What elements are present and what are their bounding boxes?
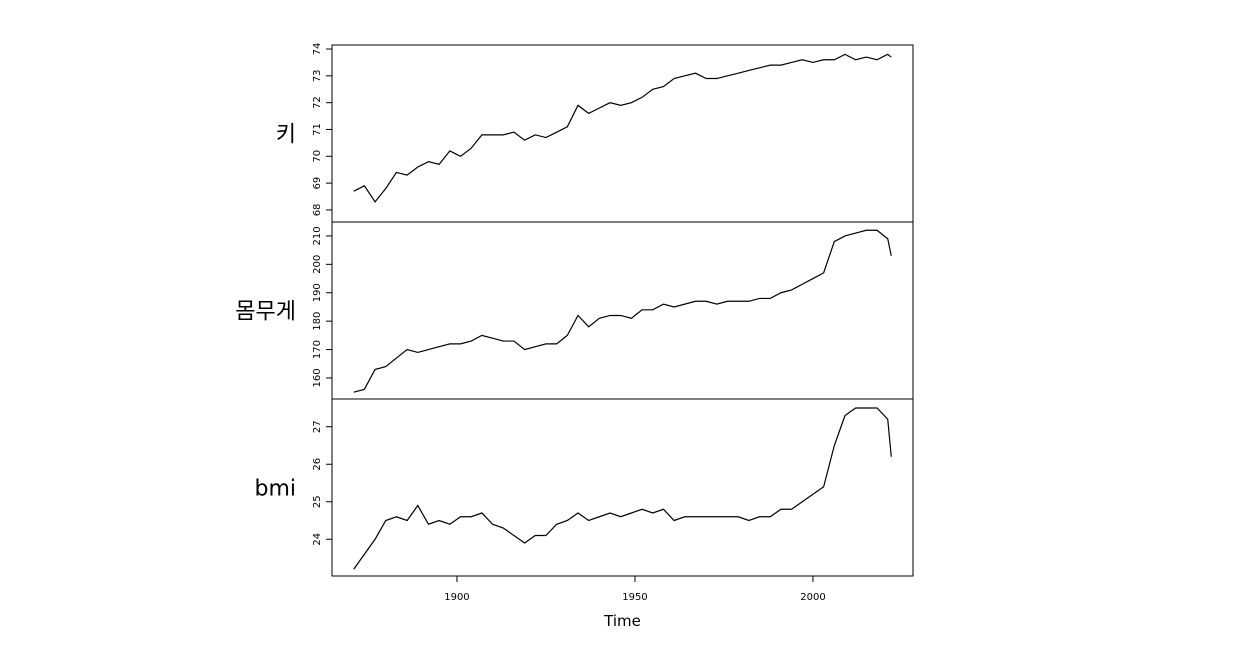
y-tick-label: 26 [312,458,323,471]
y-tick-label: 170 [312,340,323,359]
y-axis-label: 몸무게 [235,300,296,325]
x-tick-label: 2000 [800,592,825,603]
series-line [353,407,892,570]
y-tick-label: 27 [312,420,323,433]
y-tick-label: 25 [312,495,323,508]
y-tick-label: 74 [312,43,323,56]
y-axis-label: 키 [276,123,296,148]
series-line [353,53,892,203]
y-tick-label: 73 [312,69,323,82]
series-line [353,229,892,393]
y-axis-label: bmi [254,477,296,502]
panel-frame [331,398,914,577]
y-tick-label: 72 [312,96,323,109]
panel-frame [331,44,914,223]
y-tick-label: 24 [312,533,323,546]
panel-frame [331,221,914,400]
y-tick-label: 210 [312,226,323,245]
y-tick-label: 70 [312,150,323,163]
x-tick-label: 1950 [622,592,647,603]
y-tick-label: 200 [312,255,323,274]
y-tick-label: 180 [312,312,323,331]
y-tick-label: 69 [312,177,323,190]
y-tick-label: 71 [312,123,323,136]
y-tick-label: 190 [312,283,323,302]
x-axis-label: Time [603,612,641,630]
y-tick-label: 160 [312,368,323,387]
y-tick-label: 68 [312,204,323,217]
x-tick-label: 1900 [444,592,469,603]
